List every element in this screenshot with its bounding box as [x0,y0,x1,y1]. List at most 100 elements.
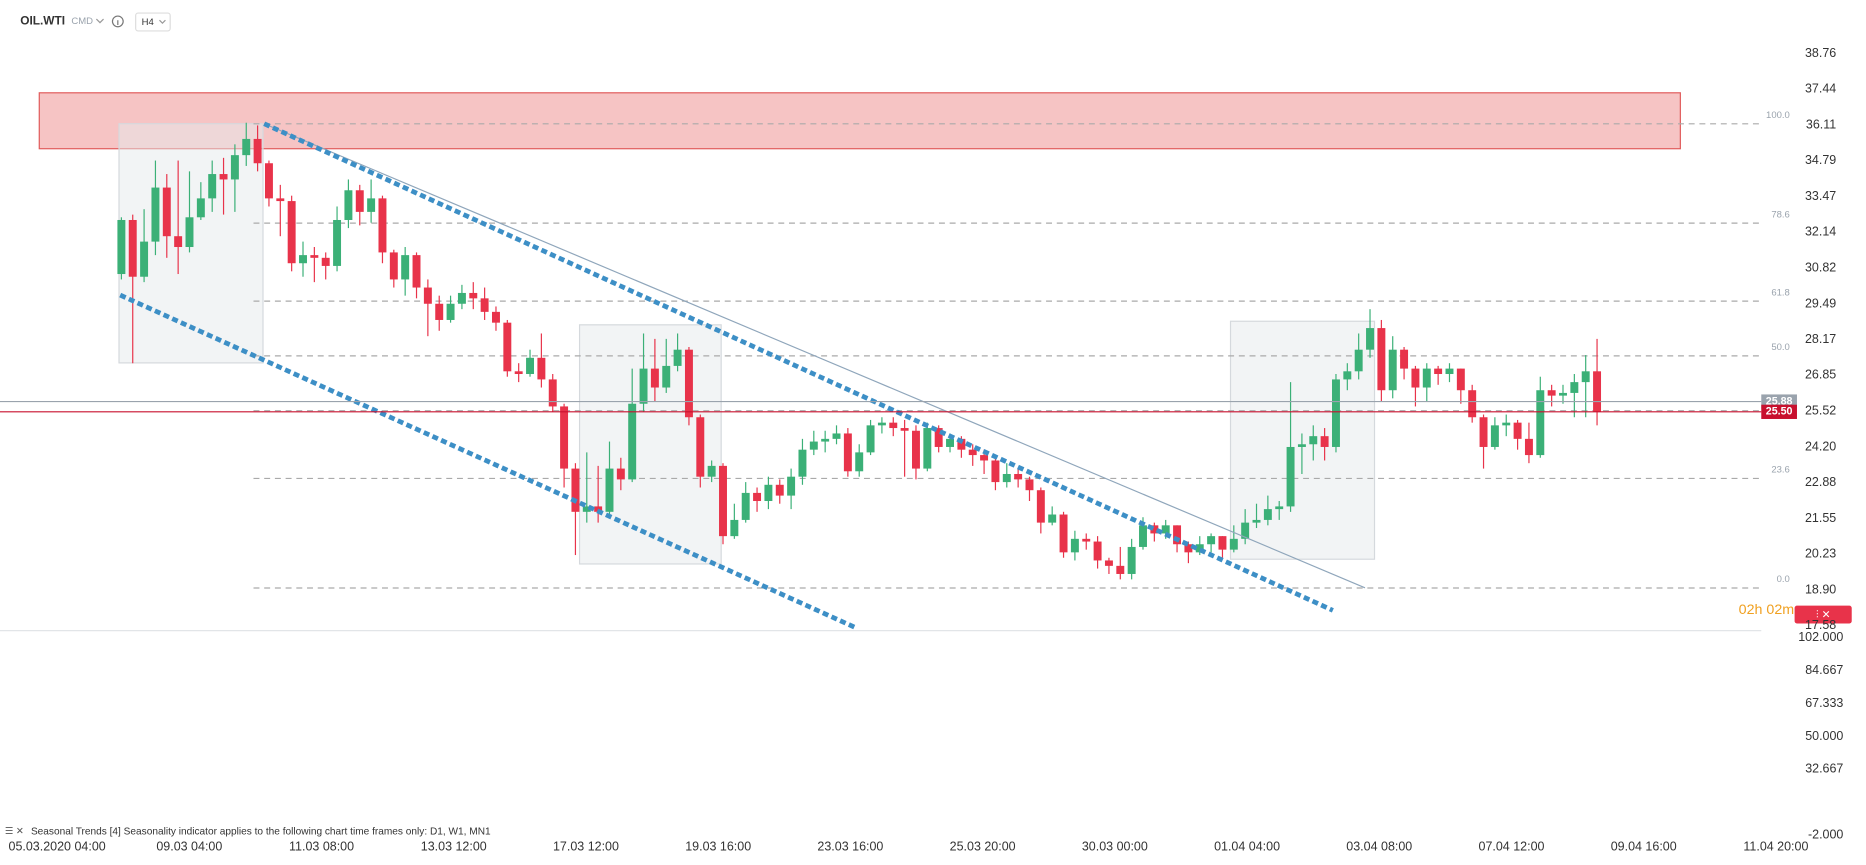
candle-body [196,198,205,218]
y-tick-label: 25.52 [1805,404,1836,418]
candle-body [1513,422,1522,439]
info-icon[interactable] [111,15,124,28]
candle-body [673,349,682,366]
x-tick-label: 05.03.2020 04:00 [9,839,106,853]
candle-body [1150,525,1159,534]
candle-body [877,422,886,426]
candle-body [980,455,989,461]
candle-body [1490,425,1499,447]
resistance-zone[interactable] [38,92,1681,150]
candle-body [1456,368,1465,391]
candle-body [299,255,307,264]
candle-body [1014,473,1023,480]
close-tag[interactable] [1794,605,1852,624]
timeframe-caret [159,19,166,25]
channel-upper[interactable] [263,121,1334,613]
candle-body [1297,444,1306,447]
candle-body [991,460,1000,483]
candle-body [514,371,523,375]
candle-body [219,174,228,180]
candle-body [1343,371,1352,380]
timeframe[interactable]: H4 [142,17,154,28]
candle-body [707,465,716,477]
candle-body [1207,536,1216,545]
candle-body [1320,436,1329,447]
candle-body [1116,565,1125,574]
trend-line[interactable] [263,123,1366,589]
candle-body [1173,525,1182,545]
candle-body [378,198,387,253]
indicator-tick-label: 32.667 [1805,762,1843,776]
candle-body [809,441,818,450]
candle-body [492,311,500,323]
candle-body [1445,368,1454,375]
candle-body [469,292,478,299]
x-tick-label: 01.04 04:00 [1214,839,1280,853]
candle-body [889,422,898,429]
candle-body [128,219,137,277]
y-tick-label: 21.55 [1805,511,1836,525]
candle-body [1070,538,1079,553]
candle-body [1036,490,1045,523]
candle-body [1388,349,1397,391]
candle-body [548,379,557,407]
candle-body [1593,371,1602,412]
channel-lower[interactable] [119,292,858,631]
candle-body [753,492,762,502]
candle-body [957,438,966,450]
candle-body [1082,538,1091,542]
candle-body [1434,368,1443,375]
candle-body [140,241,149,277]
candle-body [1286,446,1295,507]
y-tick-label: 29.49 [1805,296,1836,310]
x-tick-label: 25.03 20:00 [950,839,1016,853]
candle-body [423,287,432,304]
candle-body [1536,390,1545,456]
candle-body [253,138,262,164]
timeframe-box[interactable] [135,12,171,32]
candle-body [185,217,194,248]
y-tick-label: 30.82 [1805,260,1836,274]
candle-body [934,428,943,447]
tag-icons[interactable]: ⫶ ✕ [1816,609,1831,621]
x-tick-label: 11.04 20:00 [1743,839,1808,853]
y-tick-label: 17.58 [1805,618,1836,632]
candle-body [1400,349,1409,369]
candle-body [1218,536,1227,550]
indicator-icons[interactable]: ☰ ✕ [5,826,24,837]
candle-body [1422,368,1431,388]
candle-body [1366,328,1374,350]
candle-body [1252,519,1261,523]
candle-body [571,468,580,512]
candle-body [616,468,625,480]
indicator-tick-label: -2.000 [1808,828,1843,842]
candle-body [639,368,648,404]
candle-body [1184,544,1193,553]
candle-body [662,365,671,388]
candle-body [696,417,705,477]
candle-body [151,187,160,242]
candle-body [787,476,796,496]
candle-body [1161,525,1170,534]
candle-body [117,219,126,275]
dropdown-caret[interactable] [95,18,104,24]
candle-body [560,406,569,469]
indicator-tick-label: 84.667 [1805,663,1843,677]
indicator-tick-label: 102.000 [1798,630,1843,644]
candle-body [1354,349,1363,372]
candle-body [650,368,659,388]
candle-body [1570,382,1579,393]
candle-body [344,190,353,220]
y-tick-label: 28.17 [1805,332,1836,346]
candle-body [605,468,614,512]
candle-body [1139,525,1147,547]
candle-body [208,174,217,199]
x-tick-label: 13.03 12:00 [421,839,487,853]
candle-body [1502,422,1511,426]
y-tick-label: 33.47 [1805,189,1836,203]
fib-label: 50.0 [1771,342,1790,353]
candle-body [333,219,342,266]
candle-body [946,438,954,447]
candle-body [1025,479,1034,491]
symbol[interactable]: OIL.WTI [20,14,65,28]
